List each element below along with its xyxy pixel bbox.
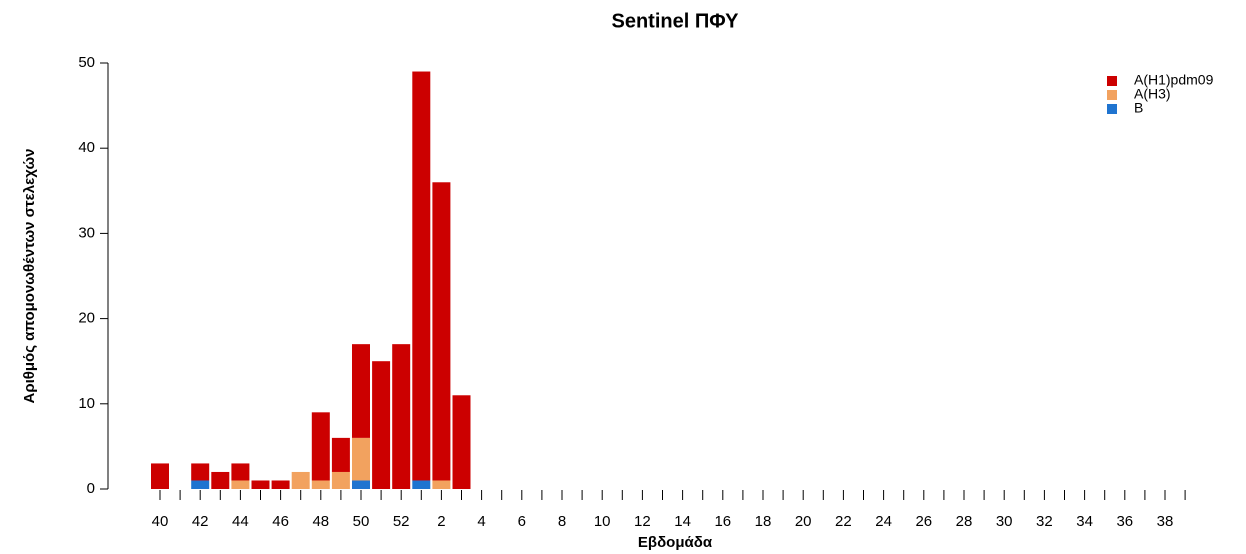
x-tick-label: 4 bbox=[477, 513, 485, 530]
x-tick-label: 40 bbox=[152, 513, 169, 530]
bar-segment bbox=[352, 437, 370, 481]
bar-segment bbox=[412, 480, 431, 489]
bar-segment bbox=[432, 480, 451, 489]
y-tick-label: 20 bbox=[78, 310, 95, 327]
x-tick-label: 6 bbox=[518, 513, 526, 530]
legend-swatch bbox=[1107, 76, 1117, 86]
bar-segment bbox=[231, 480, 250, 489]
bar-segment bbox=[352, 480, 370, 489]
y-tick-label: 0 bbox=[87, 480, 95, 497]
bar-segment bbox=[271, 480, 290, 489]
x-tick-label: 10 bbox=[594, 513, 611, 530]
bar-segment bbox=[231, 463, 250, 481]
x-tick-label: 46 bbox=[272, 513, 289, 530]
bar-segment bbox=[331, 437, 350, 472]
chart-title: Sentinel ΠΦΥ bbox=[612, 10, 740, 32]
legend-label: B bbox=[1134, 100, 1143, 116]
bar-segment bbox=[251, 480, 270, 489]
x-tick-label: 2 bbox=[437, 513, 445, 530]
y-axis-label: Αριθμός απομονωθέντων στελεχών bbox=[21, 148, 38, 403]
bar-segment bbox=[372, 361, 391, 489]
bar-segment bbox=[211, 471, 230, 489]
x-tick-label: 20 bbox=[795, 513, 812, 530]
legend-label: A(H1)pdm09 bbox=[1134, 72, 1214, 88]
bar-segment bbox=[291, 471, 310, 489]
bar-segment bbox=[191, 480, 210, 489]
bar-segment bbox=[452, 395, 471, 489]
x-axis-label: Εβδομάδα bbox=[638, 534, 713, 551]
bar-segment bbox=[331, 471, 350, 489]
x-tick-label: 24 bbox=[875, 513, 892, 530]
y-tick-label: 10 bbox=[78, 395, 95, 412]
y-tick-label: 40 bbox=[78, 139, 95, 156]
bar-segment bbox=[412, 71, 431, 481]
x-tick-label: 22 bbox=[835, 513, 852, 530]
x-tick-label: 52 bbox=[393, 513, 410, 530]
x-tick-label: 48 bbox=[312, 513, 329, 530]
legend-label: A(H3) bbox=[1134, 86, 1171, 102]
bar-segment bbox=[191, 463, 210, 481]
bar-segment bbox=[352, 344, 370, 438]
x-tick-label: 18 bbox=[755, 513, 772, 530]
x-tick-label: 36 bbox=[1116, 513, 1133, 530]
x-tick-label: 32 bbox=[1036, 513, 1053, 530]
x-tick-label: 26 bbox=[915, 513, 932, 530]
x-tick-label: 44 bbox=[232, 513, 249, 530]
x-tick-label: 16 bbox=[714, 513, 731, 530]
x-tick-label: 50 bbox=[353, 513, 370, 530]
y-tick-label: 50 bbox=[78, 54, 95, 71]
legend-swatch bbox=[1107, 90, 1117, 100]
bar-segment bbox=[151, 463, 169, 489]
bar-segment bbox=[432, 182, 451, 481]
y-tick-label: 30 bbox=[78, 224, 95, 241]
x-tick-label: 28 bbox=[956, 513, 973, 530]
x-tick-label: 38 bbox=[1157, 513, 1174, 530]
bar-segment bbox=[392, 344, 411, 489]
x-tick-label: 42 bbox=[192, 513, 209, 530]
bar-segment bbox=[311, 412, 330, 481]
x-tick-label: 14 bbox=[674, 513, 691, 530]
x-tick-label: 30 bbox=[996, 513, 1013, 530]
bar-segment bbox=[311, 480, 330, 489]
legend-swatch bbox=[1107, 104, 1117, 114]
x-tick-label: 8 bbox=[558, 513, 566, 530]
x-tick-label: 12 bbox=[634, 513, 651, 530]
x-tick-label: 34 bbox=[1076, 513, 1093, 530]
